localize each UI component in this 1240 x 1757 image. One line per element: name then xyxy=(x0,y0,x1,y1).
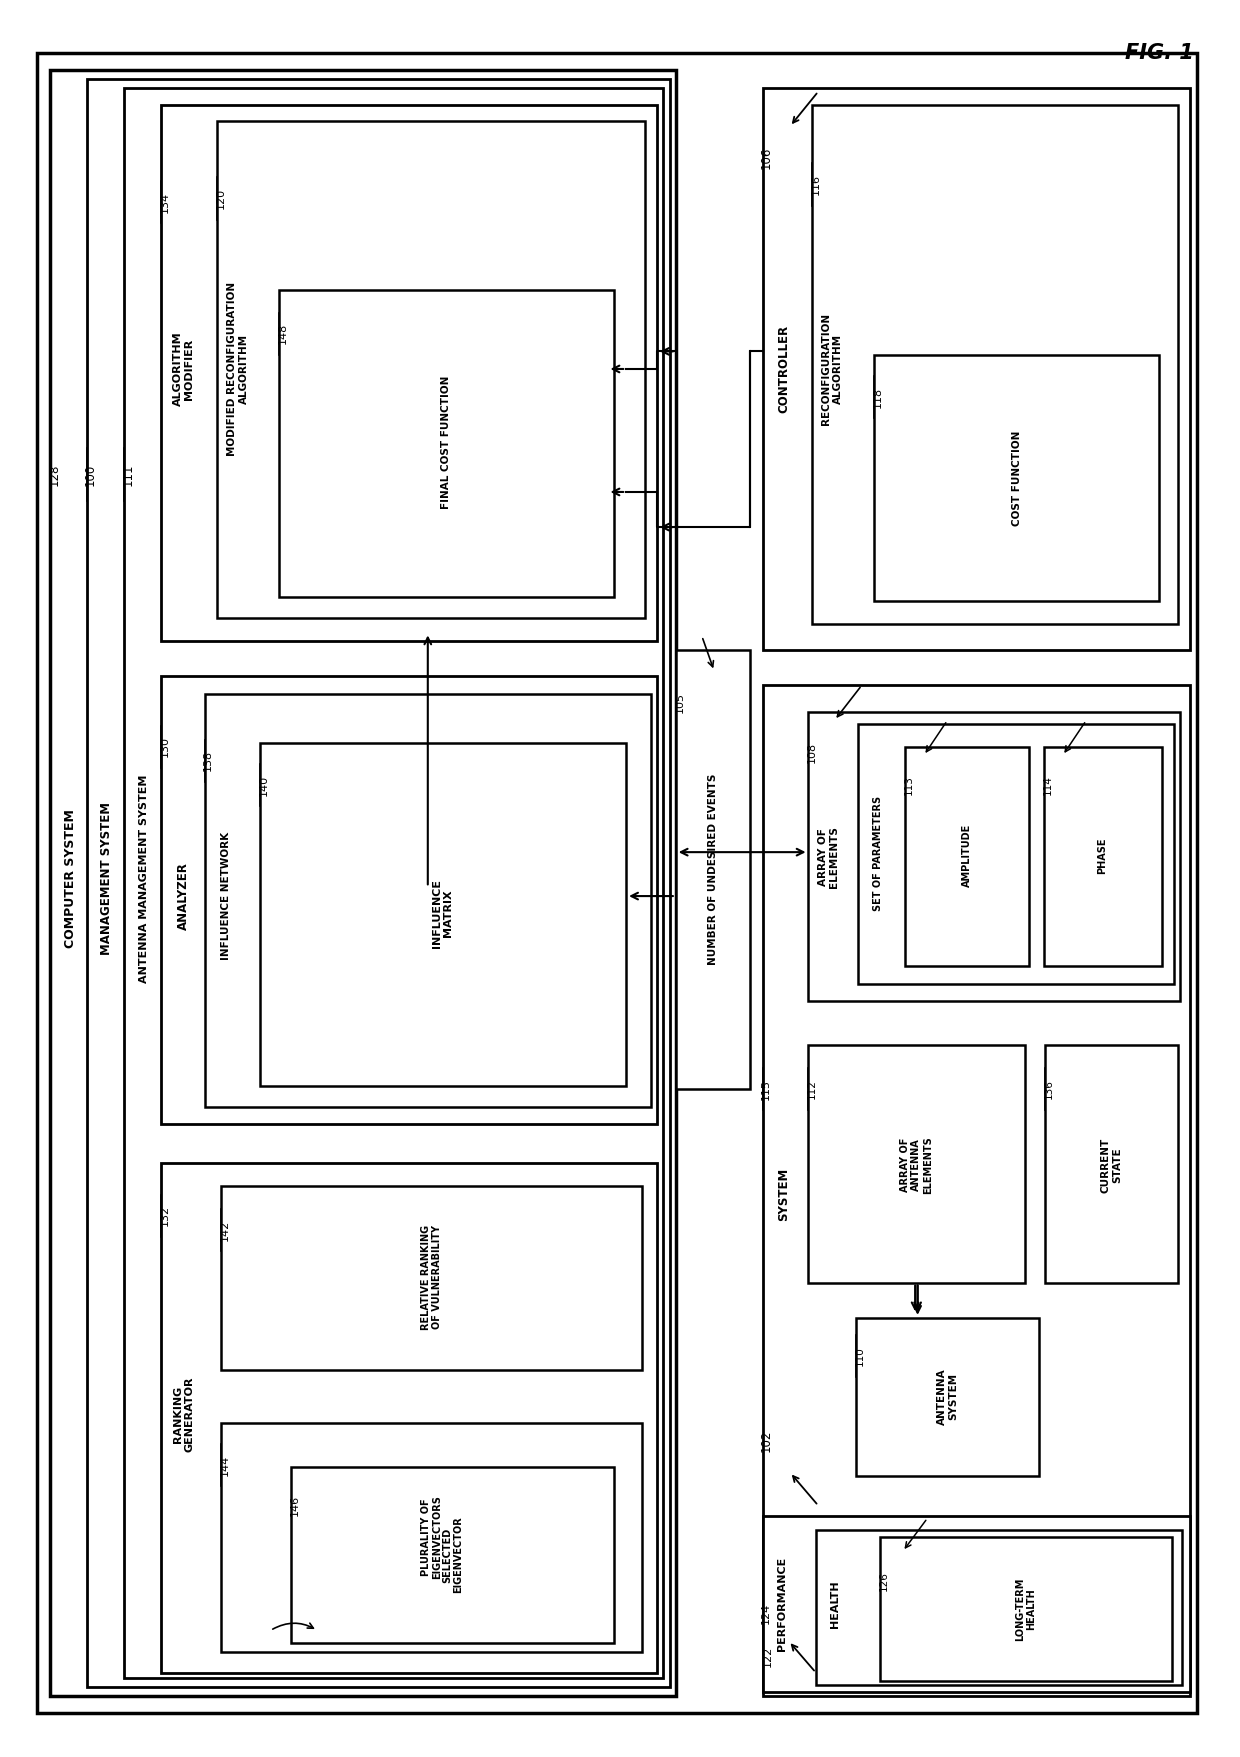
Text: FINAL COST FUNCTION: FINAL COST FUNCTION xyxy=(441,376,451,510)
Bar xyxy=(808,1045,1025,1283)
Text: 128: 128 xyxy=(48,464,61,485)
Bar xyxy=(217,121,645,618)
Text: COMPUTER SYSTEM: COMPUTER SYSTEM xyxy=(64,808,77,949)
Text: MANAGEMENT SYSTEM: MANAGEMENT SYSTEM xyxy=(100,801,113,956)
Text: ALGORITHM
MODIFIER: ALGORITHM MODIFIER xyxy=(172,332,195,406)
Bar xyxy=(221,1186,642,1370)
Text: 140: 140 xyxy=(259,775,269,796)
Text: 146: 146 xyxy=(290,1495,300,1516)
Text: 142: 142 xyxy=(219,1219,229,1240)
Text: 102: 102 xyxy=(760,1430,773,1451)
Text: 100: 100 xyxy=(84,464,97,485)
Text: INFLUENCE NETWORK: INFLUENCE NETWORK xyxy=(221,833,231,959)
Bar xyxy=(676,650,750,1089)
Text: MODIFIED RECONFIGURATION
ALGORITHM: MODIFIED RECONFIGURATION ALGORITHM xyxy=(227,281,249,457)
Text: RANKING
GENERATOR: RANKING GENERATOR xyxy=(172,1377,195,1451)
Bar xyxy=(808,712,1180,1001)
Bar xyxy=(161,1163,657,1673)
Bar xyxy=(858,724,1174,984)
Text: LONG-TERM
HEALTH: LONG-TERM HEALTH xyxy=(1014,1578,1037,1641)
Bar xyxy=(905,747,1029,966)
Text: NUMBER OF UNDESIRED EVENTS: NUMBER OF UNDESIRED EVENTS xyxy=(708,775,718,965)
Bar xyxy=(279,290,614,597)
Text: 111: 111 xyxy=(122,464,134,485)
Text: RELATIVE RANKING
OF VULNERABILITY: RELATIVE RANKING OF VULNERABILITY xyxy=(420,1225,443,1330)
Bar xyxy=(161,676,657,1124)
Text: RECONFIGURATION
ALGORITHM: RECONFIGURATION ALGORITHM xyxy=(821,313,843,425)
Text: SYSTEM: SYSTEM xyxy=(777,1168,790,1221)
Text: 116: 116 xyxy=(811,174,821,195)
Bar xyxy=(816,1530,1182,1685)
Bar xyxy=(1044,747,1162,966)
Text: 144: 144 xyxy=(219,1455,229,1476)
Text: SELECTED
EIGENVECTOR: SELECTED EIGENVECTOR xyxy=(441,1516,464,1594)
Bar xyxy=(291,1467,614,1643)
Text: 120: 120 xyxy=(216,188,226,209)
Text: 113: 113 xyxy=(904,775,914,796)
Bar xyxy=(763,1516,1190,1692)
Text: 108: 108 xyxy=(807,741,817,763)
Text: 130: 130 xyxy=(160,736,170,757)
Text: 110: 110 xyxy=(854,1346,864,1367)
Text: ANALYZER: ANALYZER xyxy=(177,863,190,929)
Text: 148: 148 xyxy=(278,323,288,344)
Text: HEALTH: HEALTH xyxy=(830,1580,839,1629)
Text: 138: 138 xyxy=(203,750,213,771)
Text: ARRAY OF
ANTENNA
ELEMENTS: ARRAY OF ANTENNA ELEMENTS xyxy=(900,1137,932,1193)
Bar xyxy=(205,694,651,1107)
Text: 115: 115 xyxy=(761,1079,771,1100)
Text: 136: 136 xyxy=(1044,1079,1054,1100)
Text: 118: 118 xyxy=(873,387,883,408)
Text: CONTROLLER: CONTROLLER xyxy=(777,325,790,413)
Text: PLURALITY OF
EIGENVECTORS: PLURALITY OF EIGENVECTORS xyxy=(420,1495,443,1580)
Text: 114: 114 xyxy=(1043,775,1053,796)
Text: SET OF PARAMETERS: SET OF PARAMETERS xyxy=(873,796,883,912)
Text: INFLUENCE
MATRIX: INFLUENCE MATRIX xyxy=(432,878,454,949)
Text: 105: 105 xyxy=(675,692,684,713)
Bar xyxy=(260,743,626,1086)
Text: PHASE: PHASE xyxy=(1097,838,1107,873)
Text: 106: 106 xyxy=(760,148,773,169)
Text: 124: 124 xyxy=(761,1602,771,1623)
Text: ANTENNA
SYSTEM: ANTENNA SYSTEM xyxy=(936,1369,959,1425)
Bar xyxy=(812,105,1178,624)
Bar xyxy=(124,88,663,1678)
Text: CURRENT
STATE: CURRENT STATE xyxy=(1100,1137,1122,1193)
Text: 112: 112 xyxy=(807,1079,817,1100)
Text: 122: 122 xyxy=(763,1646,773,1667)
Bar xyxy=(87,79,670,1687)
Bar xyxy=(221,1423,642,1652)
Bar xyxy=(880,1537,1172,1681)
Bar xyxy=(50,70,676,1696)
Bar xyxy=(161,105,657,641)
Text: 134: 134 xyxy=(160,192,170,213)
Text: 126: 126 xyxy=(879,1571,889,1592)
Bar xyxy=(763,685,1190,1696)
Bar xyxy=(856,1318,1039,1476)
Bar xyxy=(874,355,1159,601)
Bar xyxy=(763,88,1190,650)
Text: AMPLITUDE: AMPLITUDE xyxy=(962,824,972,887)
Bar xyxy=(1045,1045,1178,1283)
Text: PERFORMANCE: PERFORMANCE xyxy=(777,1557,787,1652)
Text: FIG. 1: FIG. 1 xyxy=(1125,42,1194,63)
Text: ANTENNA MANAGEMENT SYSTEM: ANTENNA MANAGEMENT SYSTEM xyxy=(139,775,149,982)
Text: 132: 132 xyxy=(160,1205,170,1226)
Text: ARRAY OF
ELEMENTS: ARRAY OF ELEMENTS xyxy=(817,826,839,889)
Text: COST FUNCTION: COST FUNCTION xyxy=(1012,430,1022,525)
